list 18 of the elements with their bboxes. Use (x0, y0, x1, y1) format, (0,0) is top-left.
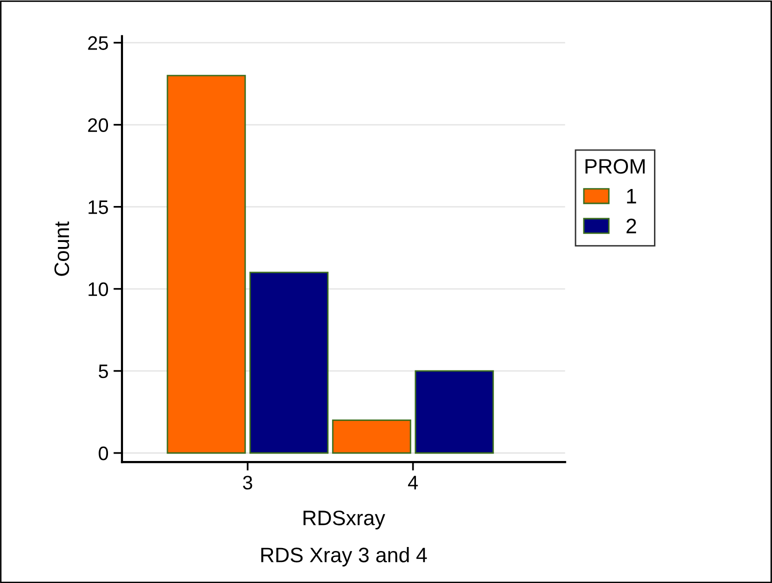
legend-title: PROM (586, 158, 645, 174)
bar (332, 419, 412, 454)
y-tick-label: 20 (88, 118, 108, 132)
y-tick-label: 0 (98, 446, 108, 460)
legend-label: 2 (626, 218, 636, 234)
bar (166, 74, 246, 454)
x-axis-title: RDSxray (304, 510, 386, 530)
legend-label: 1 (627, 189, 636, 204)
y-axis-title: Count (54, 221, 70, 276)
x-tick-label: 4 (408, 476, 418, 490)
y-tick-label: 5 (98, 364, 108, 378)
y-tick-label: 25 (88, 36, 108, 50)
y-tick-label: 10 (88, 282, 108, 296)
y-tick-label: 15 (88, 200, 108, 214)
bar (414, 370, 494, 454)
bar (249, 272, 329, 454)
x-tick-label: 3 (242, 476, 252, 490)
text: RDS Xray 3 and 4 (261, 547, 427, 566)
